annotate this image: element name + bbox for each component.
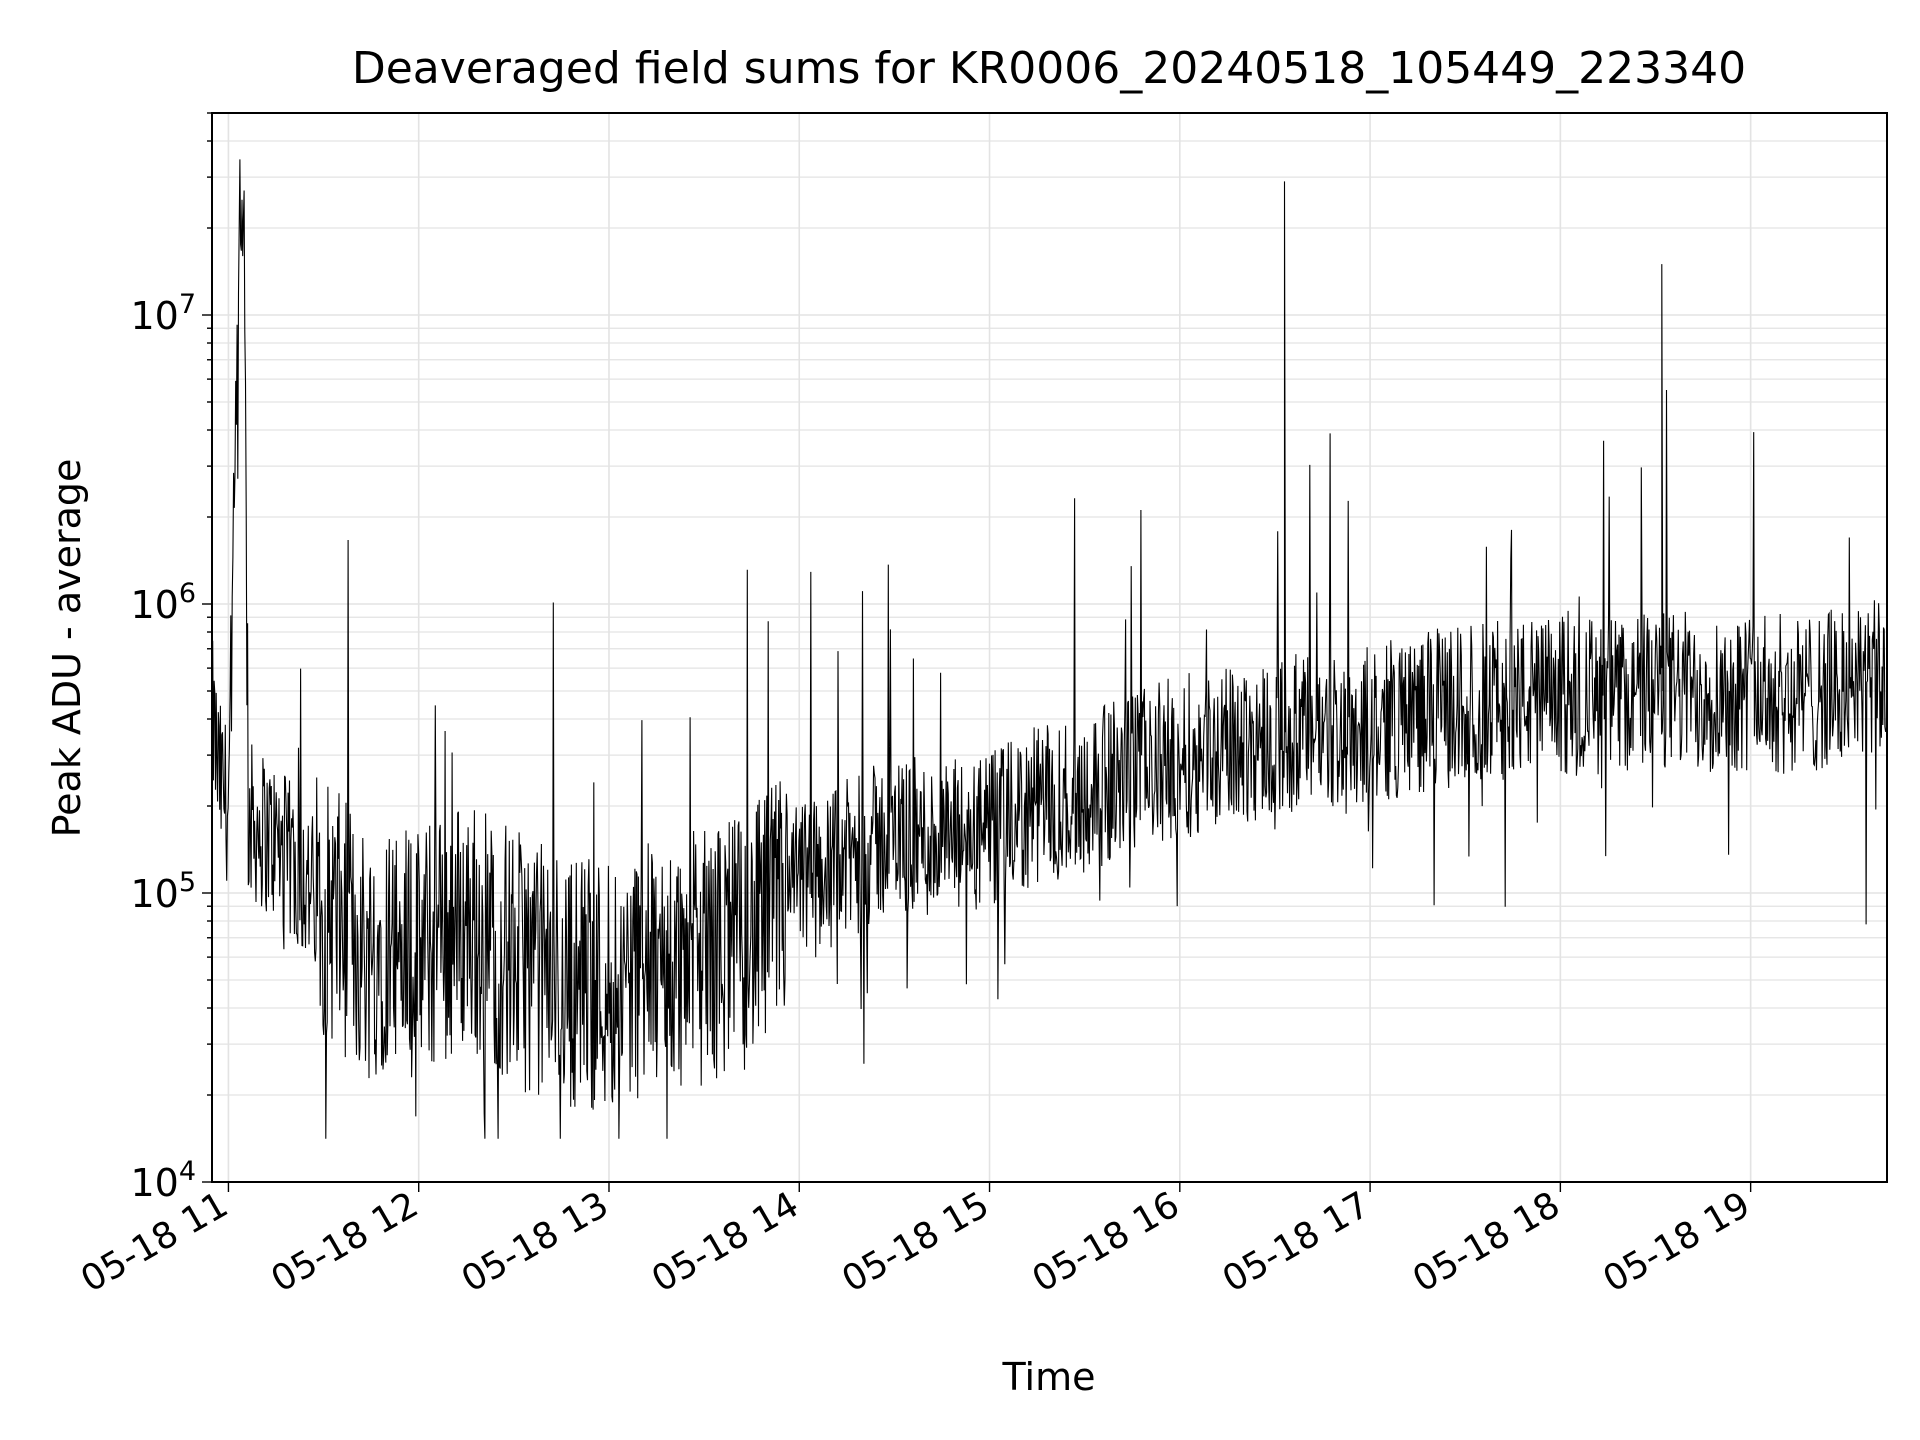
- x-axis-label: Time: [1002, 1355, 1096, 1399]
- chart-title: Deaveraged field sums for KR0006_2024051…: [352, 43, 1746, 94]
- series-line: [212, 159, 1887, 1139]
- x-tick-label: 05-18 19: [1596, 1184, 1757, 1300]
- y-tick-exponent: 5: [179, 867, 196, 898]
- y-tick-base: 10: [130, 1161, 178, 1205]
- x-tick-label: 05-18 15: [835, 1184, 996, 1300]
- y-tick-label: 105: [130, 867, 196, 916]
- y-tick-label: 104: [130, 1156, 196, 1205]
- x-tick-label: 05-18 12: [265, 1184, 426, 1300]
- y-tick-base: 10: [130, 294, 178, 338]
- x-tick-label: 05-18 13: [455, 1184, 616, 1300]
- y-tick-base: 10: [130, 872, 178, 916]
- y-tick-base: 10: [130, 583, 178, 627]
- x-tick-label: 05-18 14: [645, 1184, 806, 1300]
- y-tick-exponent: 7: [179, 289, 196, 320]
- x-tick-label: 05-18 16: [1026, 1184, 1187, 1300]
- x-tick-label: 05-18 17: [1216, 1184, 1377, 1300]
- y-tick-label: 106: [130, 578, 196, 627]
- x-tick-label: 05-18 18: [1406, 1184, 1567, 1300]
- y-tick-label: 107: [130, 289, 196, 338]
- x-axis-ticks: 05-18 11 05-18 12 05-18 13 05-18 14 05-18 15…: [74, 1182, 1757, 1301]
- y-tick-exponent: 6: [179, 578, 196, 609]
- plot-frame: [211, 112, 1888, 1183]
- grid-lines: [212, 112, 1887, 1183]
- y-axis-label: Peak ADU - average: [45, 459, 89, 838]
- y-tick-exponent: 4: [179, 1156, 196, 1187]
